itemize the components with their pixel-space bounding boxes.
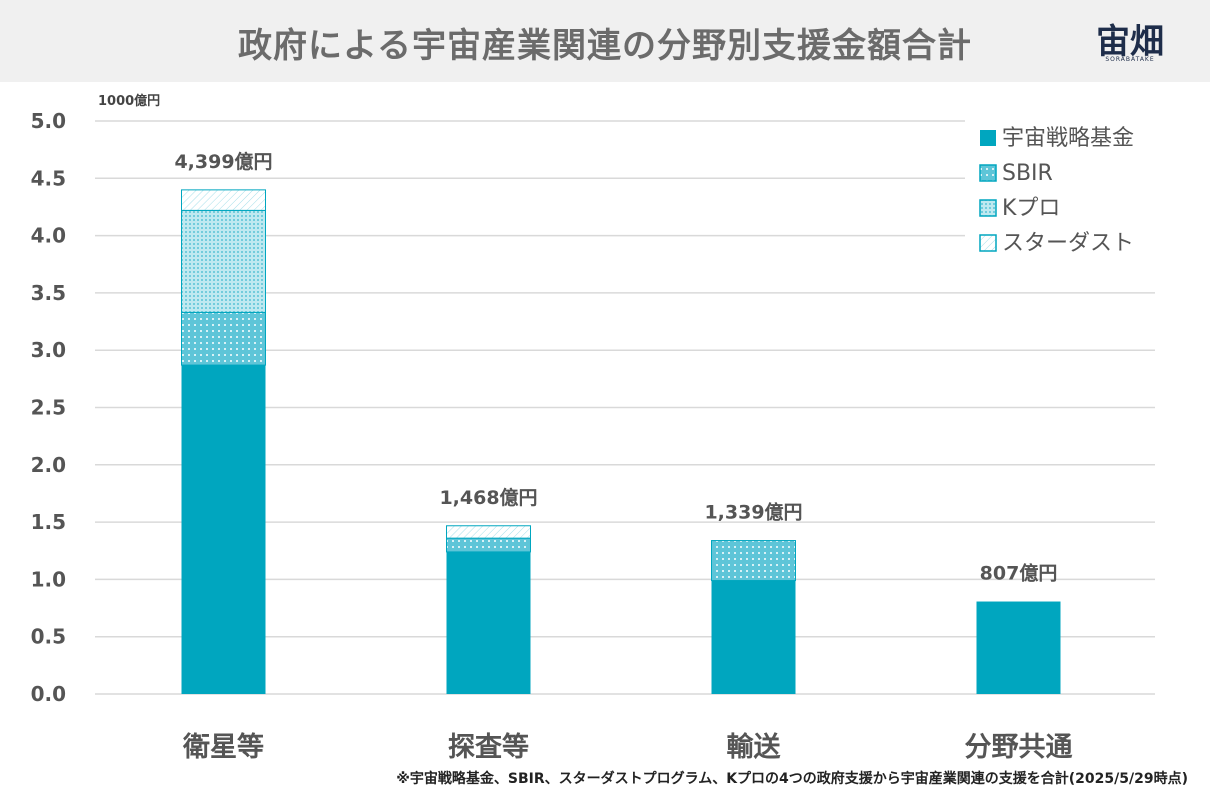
bar-segment — [181, 365, 266, 694]
y-tick-label: 4.5 — [31, 166, 66, 190]
total-label: 807億円 — [980, 562, 1058, 585]
y-tick-label: 5.0 — [31, 109, 66, 133]
category-label: 探査等 — [448, 731, 529, 763]
y-tick-label: 3.0 — [31, 338, 66, 362]
bars — [181, 189, 1061, 694]
x-axis-categories: 衛星等 探査等 輸送 分野共通 — [182, 731, 1073, 763]
bar-segment — [446, 537, 531, 553]
y-tick-label: 2.5 — [31, 396, 66, 420]
bar-segment — [711, 580, 796, 694]
data-labels: 4,399億円 1,468億円 1,339億円 807億円 — [174, 150, 1057, 585]
logo: 宙畑 SORABATAKE — [1090, 14, 1170, 72]
legend-swatch — [979, 164, 997, 182]
category-label: 輸送 — [727, 731, 781, 763]
bar-segment — [446, 525, 531, 539]
bar-segment — [711, 540, 796, 582]
grid-lines — [95, 120, 1155, 695]
bar-segment — [446, 551, 531, 694]
y-axis-ticks: 0.0 0.5 1.0 1.5 2.0 2.5 3.0 3.5 4.0 4.5 5.0 — [31, 109, 66, 706]
y-tick-label: 0.5 — [31, 625, 66, 649]
legend-label: SBIR — [1002, 161, 1053, 186]
y-tick-label: 0.0 — [31, 682, 66, 706]
y-tick-label: 2.0 — [31, 453, 66, 477]
legend-swatch — [979, 199, 997, 217]
legend-swatch — [980, 130, 996, 146]
category-label: 分野共通 — [965, 732, 1073, 763]
total-label: 1,468億円 — [439, 486, 537, 509]
logo-text: 宙畑 — [1096, 22, 1164, 62]
bar-segment — [181, 189, 266, 211]
footnote: ※宇宙戦略基金、SBIR、スターダストプログラム、Kプロの4つの政府支援から宇宙… — [396, 771, 1188, 787]
total-label: 4,399億円 — [174, 150, 272, 173]
y-tick-label: 4.0 — [31, 224, 66, 248]
y-unit-label: 1000億円 — [98, 93, 160, 109]
total-label: 1,339億円 — [704, 501, 802, 524]
bar-segment — [181, 209, 266, 313]
logo-subtext: SORABATAKE — [1105, 56, 1155, 63]
chart-title: 政府による宇宙産業関連の分野別支援金額合計 — [238, 26, 972, 66]
bar-segment — [181, 311, 266, 366]
header-bar — [0, 0, 1210, 82]
y-tick-label: 3.5 — [31, 281, 66, 305]
y-tick-label: 1.5 — [31, 510, 66, 534]
legend-label: 宇宙戦略基金 — [1002, 126, 1134, 151]
bar-chart: 0.0 0.5 1.0 1.5 2.0 2.5 3.0 3.5 4.0 4.5 5.0 1000億円… — [31, 93, 1155, 763]
y-tick-label: 1.0 — [31, 567, 66, 591]
legend-swatch — [979, 234, 997, 252]
legend-label: Kプロ — [1002, 196, 1060, 221]
category-label: 衛星等 — [182, 731, 264, 763]
bar-segment — [976, 601, 1061, 694]
legend-label: スターダスト — [1002, 231, 1134, 256]
